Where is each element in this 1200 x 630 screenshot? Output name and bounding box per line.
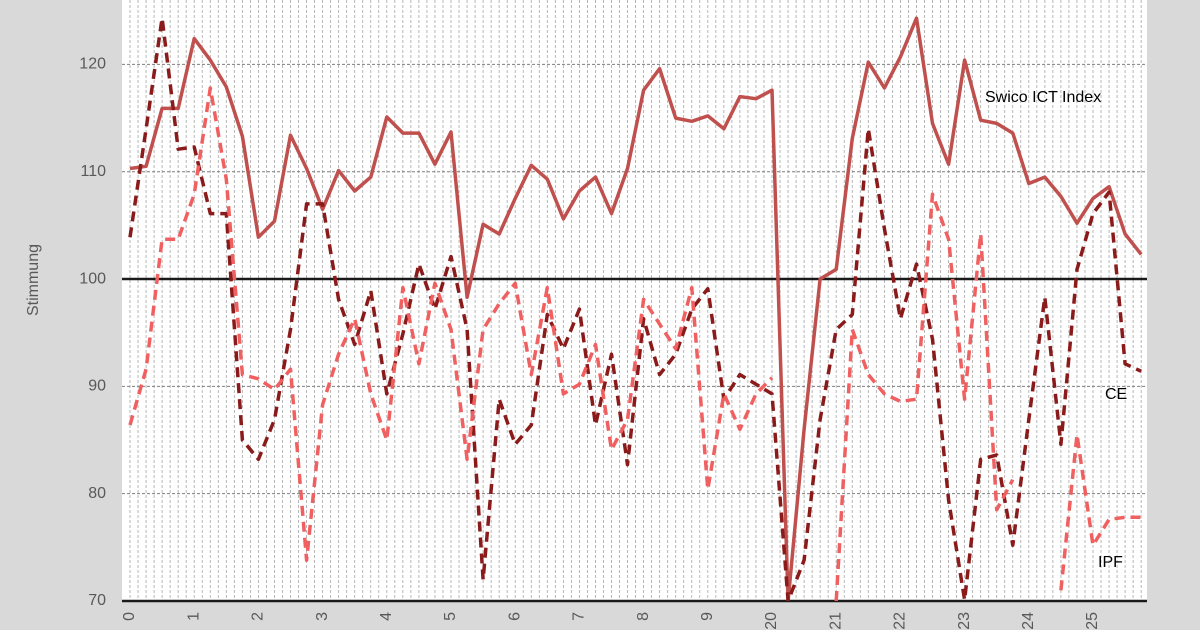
y-tick-label: 90 (88, 378, 106, 395)
x-tick-label: 6 (506, 612, 523, 621)
y-axis-label: Stimmung (25, 244, 42, 316)
x-tick-label: 8 (635, 612, 652, 621)
x-tick-label: 3 (314, 612, 331, 621)
series-label: IPF (1098, 554, 1123, 571)
y-tick-label: 70 (88, 592, 106, 609)
x-tick-label: 0 (121, 612, 138, 621)
x-tick-label: 7 (571, 612, 588, 621)
x-tick-label: 20 (763, 612, 780, 630)
y-tick-label: 100 (79, 270, 106, 287)
y-tick-label: 110 (80, 163, 106, 180)
y-tick-label: 80 (88, 485, 106, 502)
x-tick-label: 5 (442, 612, 459, 621)
series-line (128, 16, 1142, 601)
series-group (128, 16, 1143, 601)
x-tick-label: 1 (185, 612, 202, 621)
series-line (128, 86, 1142, 601)
x-tick-label: 24 (1020, 612, 1037, 630)
y-tick-label: 120 (79, 56, 106, 73)
series-label: Swico ICT Index (985, 89, 1101, 106)
series-label: CE (1105, 386, 1127, 403)
series-line (129, 16, 1143, 601)
x-tick-label: 25 (1084, 612, 1101, 630)
x-tick-label: 4 (378, 612, 395, 621)
x-tick-label: 21 (827, 612, 844, 630)
x-tick-label: 22 (892, 612, 909, 630)
x-tick-label: 9 (699, 612, 716, 621)
x-tick-label: 2 (250, 612, 267, 621)
x-tick-label: 23 (956, 612, 973, 630)
